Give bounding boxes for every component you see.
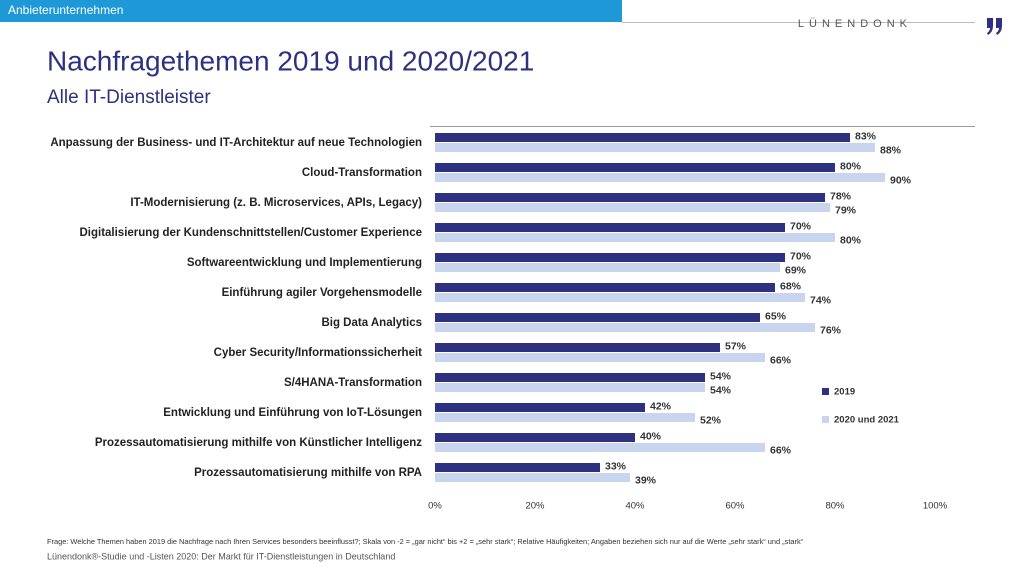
value-label: 33% — [605, 460, 627, 472]
y-tick-label: Entwicklung und Einführung von IoT-Lösun… — [163, 407, 422, 419]
bar — [435, 463, 600, 472]
y-tick-label: Big Data Analytics — [321, 317, 422, 329]
value-label: 68% — [780, 280, 802, 292]
legend-swatch — [822, 388, 829, 395]
bar — [435, 403, 645, 412]
bar — [435, 313, 760, 322]
value-label: 88% — [880, 144, 902, 156]
bar — [435, 233, 835, 242]
bar — [435, 253, 785, 262]
bar — [435, 193, 825, 202]
bar — [435, 173, 885, 182]
footnote: Lünendonk®-Studie und -Listen 2020: Der … — [47, 551, 395, 561]
header-tab: Anbieterunternehmen — [8, 3, 123, 17]
bar — [435, 473, 630, 482]
x-tick-label: 20% — [525, 501, 545, 512]
x-tick-label: 80% — [825, 501, 845, 512]
bar — [435, 443, 765, 452]
plot: 0% 20% 40% 60% 80% 100% Anpassung der Business… — [50, 130, 947, 511]
bar — [435, 223, 785, 232]
bar — [435, 413, 695, 422]
header-bar — [0, 0, 622, 22]
y-tick-label: IT-Modernisierung (z. B. Microservices, … — [130, 197, 422, 209]
y-tick-label: Prozessautomatisierung mithilfe von Küns… — [95, 437, 422, 449]
bar — [435, 283, 775, 292]
value-label: 80% — [840, 234, 862, 246]
y-tick-label: Softwareentwicklung und Implementierung — [187, 257, 422, 269]
value-label: 65% — [765, 310, 787, 322]
y-tick-label: S/4HANA-Transformation — [284, 377, 422, 389]
bar — [435, 133, 850, 142]
bar — [435, 383, 705, 392]
bar — [435, 163, 835, 172]
value-label: 76% — [820, 324, 842, 336]
value-label: 79% — [835, 204, 857, 216]
bar — [435, 433, 635, 442]
y-tick-label: Cloud-Transformation — [302, 167, 422, 179]
value-label: 83% — [855, 130, 877, 142]
y-tick-label: Einführung agiler Vorgehensmodelle — [222, 287, 422, 299]
value-label: 40% — [640, 430, 662, 442]
chart-subtitle: Alle IT-Dienstleister — [47, 87, 211, 108]
value-label: 90% — [890, 174, 912, 186]
y-tick-label: Anpassung der Business- und IT-Architekt… — [50, 137, 422, 149]
value-label: 66% — [770, 354, 792, 366]
logo-mark — [987, 18, 1002, 35]
bar — [435, 373, 705, 382]
value-label: 70% — [790, 220, 812, 232]
bar — [435, 293, 805, 302]
bar — [435, 203, 830, 212]
x-tick-label: 60% — [725, 501, 745, 512]
x-tick-label: 100% — [923, 501, 948, 512]
y-tick-label: Digitalisierung der Kundenschnittstellen… — [79, 227, 422, 239]
value-label: 70% — [790, 250, 812, 262]
value-label: 52% — [700, 414, 722, 426]
legend-label: 2020 und 2021 — [834, 415, 900, 426]
bar — [435, 353, 765, 362]
bar — [435, 143, 875, 152]
bar — [435, 323, 815, 332]
y-tick-label: Prozessautomatisierung mithilfe von RPA — [194, 467, 422, 479]
value-label: 74% — [810, 294, 832, 306]
value-label: 57% — [725, 340, 747, 352]
value-label: 69% — [785, 264, 807, 276]
bar — [435, 343, 720, 352]
bar — [435, 263, 780, 272]
legend-label: 2019 — [834, 387, 855, 398]
logo: LÜNENDONK — [798, 18, 912, 30]
value-label: 42% — [650, 400, 672, 412]
value-label: 39% — [635, 474, 657, 486]
x-tick-label: 40% — [625, 501, 645, 512]
value-label: 66% — [770, 444, 792, 456]
value-label: 78% — [830, 190, 852, 202]
footnote: Frage: Welche Themen haben 2019 die Nach… — [47, 537, 804, 546]
value-label: 54% — [710, 384, 732, 396]
y-tick-label: Cyber Security/Informationssicherheit — [214, 347, 423, 359]
value-label: 80% — [840, 160, 862, 172]
legend-swatch — [822, 416, 829, 423]
value-label: 54% — [710, 370, 732, 382]
x-tick-label: 0% — [428, 501, 442, 512]
chart-title: Nachfragethemen 2019 und 2020/2021 — [47, 45, 534, 76]
